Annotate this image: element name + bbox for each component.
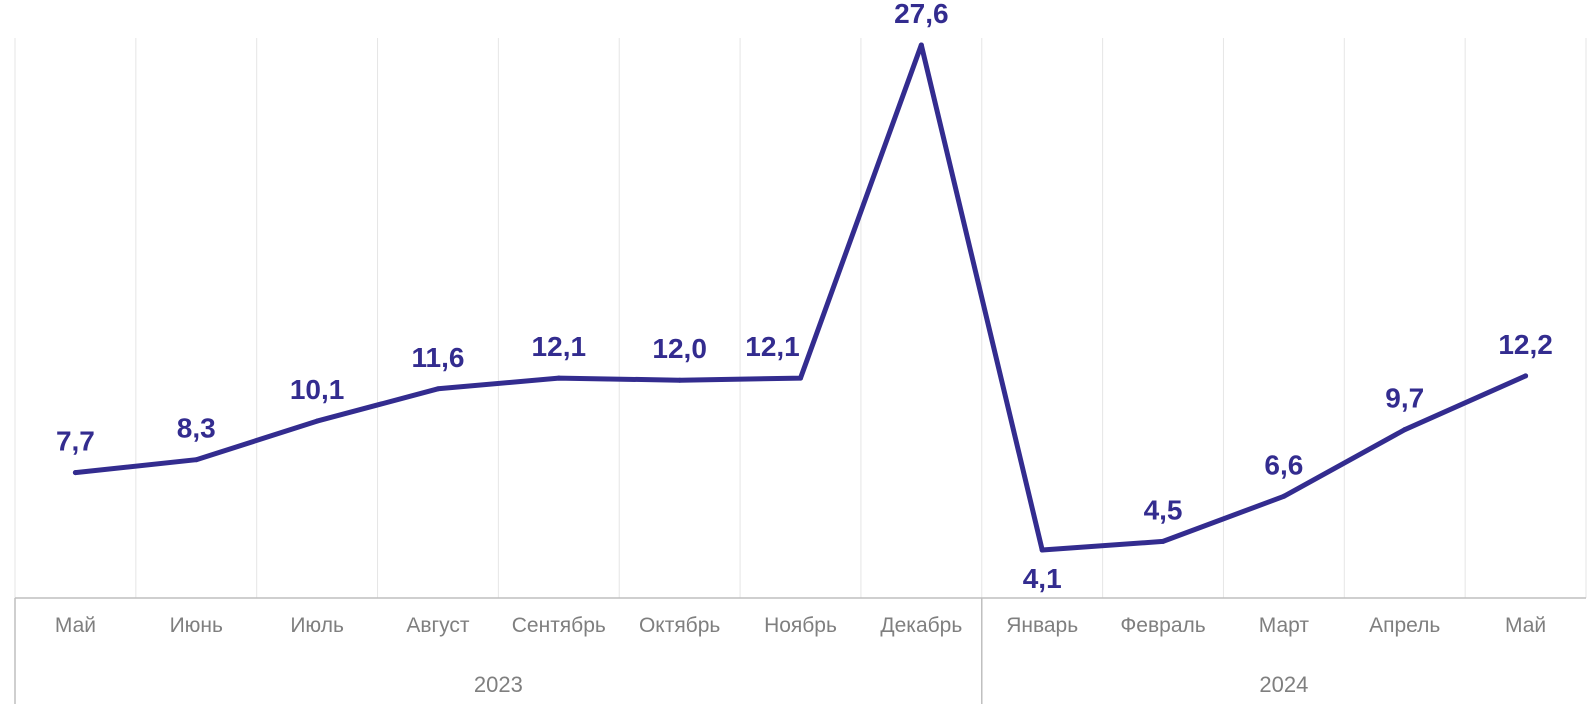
- category-label: Апрель: [1369, 614, 1440, 637]
- category-label: Декабрь: [880, 614, 962, 637]
- category-label: Февраль: [1120, 614, 1205, 637]
- data-label: 27,6: [894, 0, 949, 29]
- category-label: Март: [1259, 614, 1310, 637]
- data-label: 12,2: [1498, 329, 1553, 360]
- data-label: 12,1: [532, 331, 587, 362]
- category-label: Июль: [290, 614, 344, 637]
- year-label: 2023: [474, 672, 523, 697]
- data-point: [1281, 493, 1287, 499]
- year-label: 2024: [1259, 672, 1308, 697]
- data-point: [798, 375, 803, 381]
- data-label: 4,5: [1144, 494, 1183, 525]
- category-label: Август: [406, 614, 470, 637]
- data-point: [1039, 547, 1045, 553]
- data-point: [1402, 427, 1408, 433]
- data-label: 6,6: [1264, 449, 1303, 480]
- vertical-gridlines: [14, 38, 1587, 598]
- series-line-group: [72, 42, 1529, 553]
- category-label: Январь: [1006, 614, 1078, 637]
- category-label: Май: [1505, 614, 1546, 637]
- series-line: [72, 42, 1529, 553]
- data-point: [72, 470, 78, 476]
- category-labels: Май Июнь Июль Август Сентябрь Октябрь Ноябрь Де…: [55, 614, 1546, 637]
- category-label: Октябрь: [639, 614, 720, 637]
- data-point: [314, 418, 320, 424]
- x-axis: [14, 597, 1586, 704]
- data-labels: 7,7 8,3 10,1 11,6 12,1 12,0 12,1 27,6 4,1 4,5 6,6 9…: [56, 0, 1553, 594]
- data-label: 9,7: [1385, 383, 1424, 414]
- data-label: 4,1: [1023, 563, 1062, 594]
- data-point: [677, 377, 683, 383]
- category-label: Ноябрь: [764, 614, 837, 637]
- data-label: 12,1: [745, 331, 800, 362]
- data-point: [918, 42, 924, 48]
- year-labels: 2023 2024: [474, 672, 1308, 697]
- data-label: 10,1: [290, 374, 345, 405]
- data-point: [1523, 373, 1529, 379]
- data-label: 11,6: [411, 342, 464, 373]
- category-label: Июнь: [170, 614, 223, 637]
- data-point: [1160, 538, 1166, 544]
- category-label: Май: [55, 614, 96, 637]
- data-point: [193, 457, 199, 463]
- data-label: 12,0: [652, 333, 707, 364]
- category-label: Сентябрь: [512, 614, 606, 637]
- data-point: [435, 386, 441, 392]
- data-label: 8,3: [177, 413, 216, 444]
- data-label: 7,7: [56, 426, 95, 457]
- data-point: [556, 375, 562, 381]
